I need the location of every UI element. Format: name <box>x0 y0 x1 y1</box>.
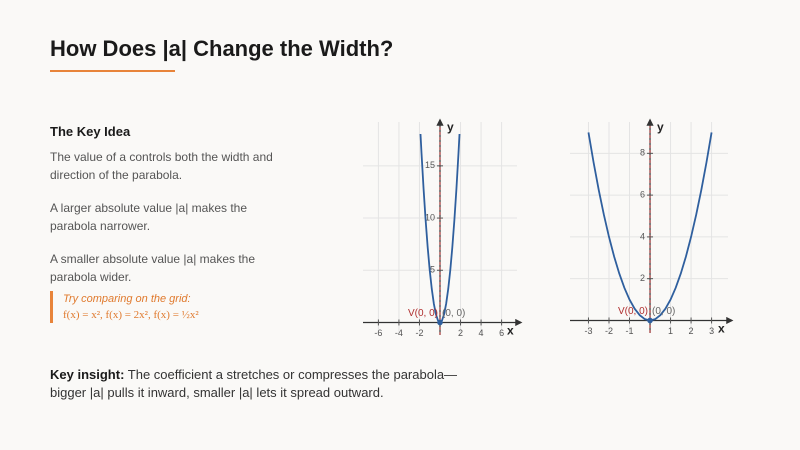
y-axis-label: y <box>447 120 454 134</box>
paragraph: A larger absolute value |a| makes the pa… <box>50 201 248 233</box>
vertex-label: V(0, 0) <box>618 306 648 317</box>
chart: -6 -4 -2 2 4 6 5 10 15 x y V(0, 0) (0, 0) <box>363 118 523 338</box>
title-underline <box>50 70 175 72</box>
vertex-coord-label: (0, 0) <box>442 308 465 319</box>
y-tick-label: 8 <box>640 148 645 158</box>
x-tick-label: 1 <box>668 326 673 336</box>
vertex-point <box>437 319 443 326</box>
x-tick-label: 4 <box>479 328 484 338</box>
x-tick-label: -2 <box>415 328 423 338</box>
y-tick-label: 5 <box>430 265 435 275</box>
vertex-point <box>647 317 653 324</box>
key-idea: The Key Idea The value of a controls bot… <box>50 124 290 301</box>
y-tick-label: 6 <box>640 189 645 199</box>
insight-label: Key insight: <box>50 367 125 382</box>
y-tick-label: 15 <box>425 160 435 170</box>
chart: -3 -2 -1 1 2 3 2 4 6 8 x y V(0, 0) (0, 0) <box>570 118 734 336</box>
x-tick-label: 2 <box>689 326 694 336</box>
vertex-coord-label: (0, 0) <box>652 306 675 317</box>
y-axis-label: y <box>657 120 664 134</box>
y-tick-label: 2 <box>640 273 645 283</box>
x-tick-label: 2 <box>458 328 463 338</box>
vertex-label: V(0, 0) <box>408 308 438 319</box>
y-tick-label: 4 <box>640 231 645 241</box>
y-tick-label: 10 <box>425 212 435 222</box>
heading: The Key Idea <box>50 124 131 139</box>
callout-prompt: Try comparing on the grid: <box>63 293 191 305</box>
x-axis-label: x <box>507 324 514 338</box>
title: How Does |a| Change the Width? <box>50 36 394 61</box>
paragraph: The value of a controls both the width a… <box>50 150 273 182</box>
paragraph: A smaller absolute value |a| makes the p… <box>50 252 256 284</box>
x-tick-label: -1 <box>625 326 633 336</box>
x-tick-label: 6 <box>499 328 504 338</box>
callout-formulas: f(x) = x², f(x) = 2x², f(x) = ½x² <box>63 309 199 321</box>
insight: Key insight: The coefficient a stretches… <box>50 366 470 402</box>
callout: Try comparing on the grid: f(x) = x², f(… <box>50 291 199 323</box>
x-tick-label: 3 <box>709 326 714 336</box>
x-tick-label: -2 <box>605 326 613 336</box>
x-tick-label: -3 <box>584 326 592 336</box>
x-tick-label: -6 <box>374 328 382 338</box>
insight-text: The coefficient a stretches or compresse… <box>50 367 458 400</box>
x-tick-label: -4 <box>395 328 403 338</box>
x-axis-label: x <box>718 322 725 336</box>
